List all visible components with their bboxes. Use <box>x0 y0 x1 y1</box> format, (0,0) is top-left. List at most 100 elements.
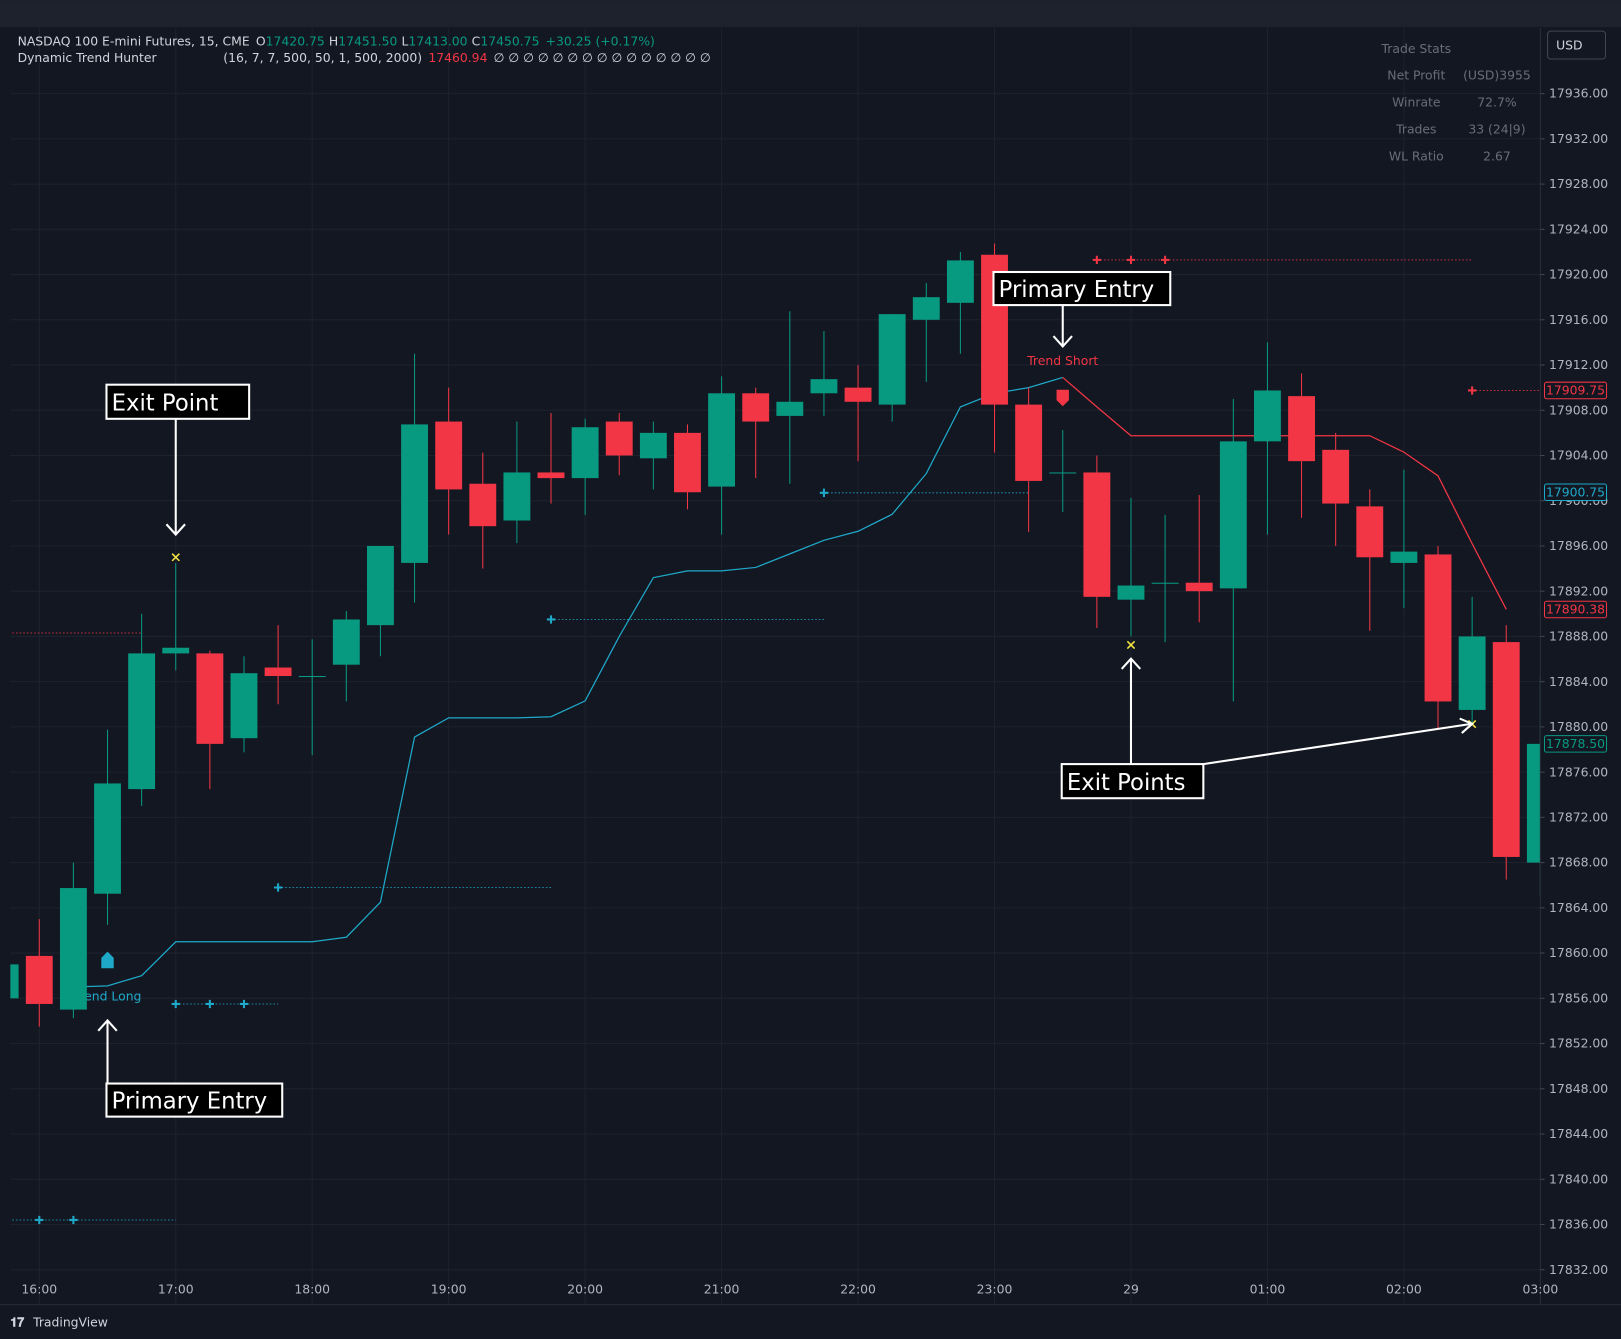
price-marker-label: 17878.50 <box>1546 736 1605 751</box>
currency[interactable]: USD <box>1556 38 1582 53</box>
candle-body <box>1288 396 1315 462</box>
price-marker <box>1543 735 1608 753</box>
indicator-signals: ∅ ∅ ∅ ∅ ∅ ∅ ∅ ∅ ∅ ∅ ∅ ∅ ∅ ∅ ∅ <box>494 50 711 65</box>
annotation-primary-entry: Primary Entry <box>97 1018 284 1118</box>
annotation-arrow <box>1120 657 1142 765</box>
candle-body <box>708 393 736 487</box>
stats-value: 2.67 <box>1483 148 1511 163</box>
y-tick-label: 17868.00 <box>1549 855 1608 870</box>
stats-value: (USD)3955 <box>1463 68 1531 83</box>
candle-body <box>162 647 190 654</box>
x-tick-label: 19:00 <box>431 1281 467 1296</box>
candle-body <box>230 673 258 739</box>
price-marker <box>1543 600 1608 619</box>
trade-stats: Trade Stats Net Profit (USD)3955 Winrate… <box>1381 41 1531 164</box>
annotation-box <box>992 270 1172 307</box>
y-tick-label: 17860.00 <box>1549 945 1608 960</box>
top-bar <box>0 0 1621 27</box>
ohlc-label: L <box>402 34 409 49</box>
level-plus <box>69 1215 78 1225</box>
y-tick-label: 17904.00 <box>1549 448 1608 463</box>
y-tick-label: 17856.00 <box>1549 990 1608 1005</box>
x-tick-label: 03:00 <box>1523 1281 1559 1296</box>
plot-area: Trend Long Trend Short <box>10 28 1541 1305</box>
price-marker-label: 17890.38 <box>1546 602 1605 617</box>
legend-line-2: (16, 7, 7, 500, 50, 1, 500, 2000) 17460.9… <box>223 50 710 65</box>
indicator-name: Dynamic Trend Hunter <box>18 50 158 65</box>
candle-body <box>59 888 87 1010</box>
y-tick-label: 17932.00 <box>1549 131 1608 146</box>
level-plus <box>819 488 829 497</box>
ohlc-value: 17413.00 <box>408 34 467 49</box>
brand-logo: 𝟏𝟕 <box>10 1314 24 1329</box>
candle-body <box>946 260 974 303</box>
candle-body <box>1117 585 1145 600</box>
symbol: NASDAQ 100 E-mini Futures, 15, CME <box>18 34 250 49</box>
signal-arrow <box>101 951 114 969</box>
candle-body <box>1390 551 1418 563</box>
annotation-arrow <box>1052 305 1073 348</box>
candle-body <box>1322 449 1350 504</box>
y-tick-label: 17920.00 <box>1549 267 1608 282</box>
stats-label: Trades <box>1395 121 1436 136</box>
candle-body <box>503 472 531 521</box>
x-tick-label: 01:00 <box>1250 1281 1286 1296</box>
candle-body <box>1015 404 1043 481</box>
x-tick-label: 18:00 <box>294 1281 330 1296</box>
y-tick-label: 17908.00 <box>1549 402 1608 417</box>
level-plus <box>1126 255 1136 264</box>
brand[interactable]: TradingView <box>32 1314 108 1329</box>
stats-title: Trade Stats <box>1381 41 1452 56</box>
candle-body <box>844 387 872 402</box>
level-plus <box>35 1215 44 1225</box>
trend-line <box>73 376 1063 988</box>
price-axis-mask <box>1541 1305 1621 1333</box>
y-tick-label: 17916.00 <box>1549 312 1608 327</box>
annotation-text: Exit Point <box>112 391 219 417</box>
annotation-text: Primary Entry <box>112 1088 268 1114</box>
candle-body <box>1424 554 1452 702</box>
y-tick-label: 17848.00 <box>1549 1081 1608 1096</box>
level-plus <box>1160 255 1170 264</box>
candle-body <box>571 427 599 479</box>
annotation-arrow <box>1203 717 1475 766</box>
candle-body <box>810 379 838 394</box>
annotation-text: Exit Points <box>1067 770 1186 796</box>
price-marker-label: 17909.75 <box>1546 383 1605 398</box>
ohlc-label: C <box>472 34 481 49</box>
x-tick-label: 21:00 <box>704 1281 740 1296</box>
currency-button[interactable] <box>1547 30 1607 60</box>
candle-body <box>912 297 940 320</box>
y-tick-label: 17844.00 <box>1549 1126 1608 1141</box>
candle-body <box>401 424 428 563</box>
y-tick-label: 17896.00 <box>1549 538 1608 553</box>
y-tick-label: 17864.00 <box>1549 900 1608 915</box>
level-plus <box>1467 386 1477 395</box>
candle-body <box>94 783 121 894</box>
level-plus <box>171 999 180 1009</box>
candle-body <box>605 421 633 456</box>
annotation-exit-points: Exit Points <box>1060 657 1475 800</box>
level-plus <box>205 999 214 1009</box>
candle-body <box>1185 582 1213 592</box>
price-marker <box>1543 381 1608 400</box>
level-plus <box>273 883 283 892</box>
annotation-box <box>105 1082 284 1118</box>
candle-body <box>366 545 394 626</box>
price-marker-label: 17900.75 <box>1546 484 1605 499</box>
indicator-params: (16, 7, 7, 500, 50, 1, 500, 2000) <box>223 50 422 65</box>
candle-body <box>1049 472 1077 474</box>
ohlc-label: H <box>329 34 338 49</box>
candle-body <box>1254 390 1281 442</box>
candle-body <box>25 955 53 1004</box>
y-tick-label: 17884.00 <box>1549 674 1608 689</box>
candle-body <box>128 653 156 790</box>
annotation-box <box>1060 763 1205 800</box>
ohlc-change: +30.25 (+0.17%) <box>546 34 655 49</box>
signal-label: Trend Short <box>1026 353 1098 368</box>
candle-body <box>639 432 667 459</box>
stats-label: Winrate <box>1392 95 1440 110</box>
candle-body <box>1083 472 1111 597</box>
y-tick-label: 17888.00 <box>1549 629 1608 644</box>
